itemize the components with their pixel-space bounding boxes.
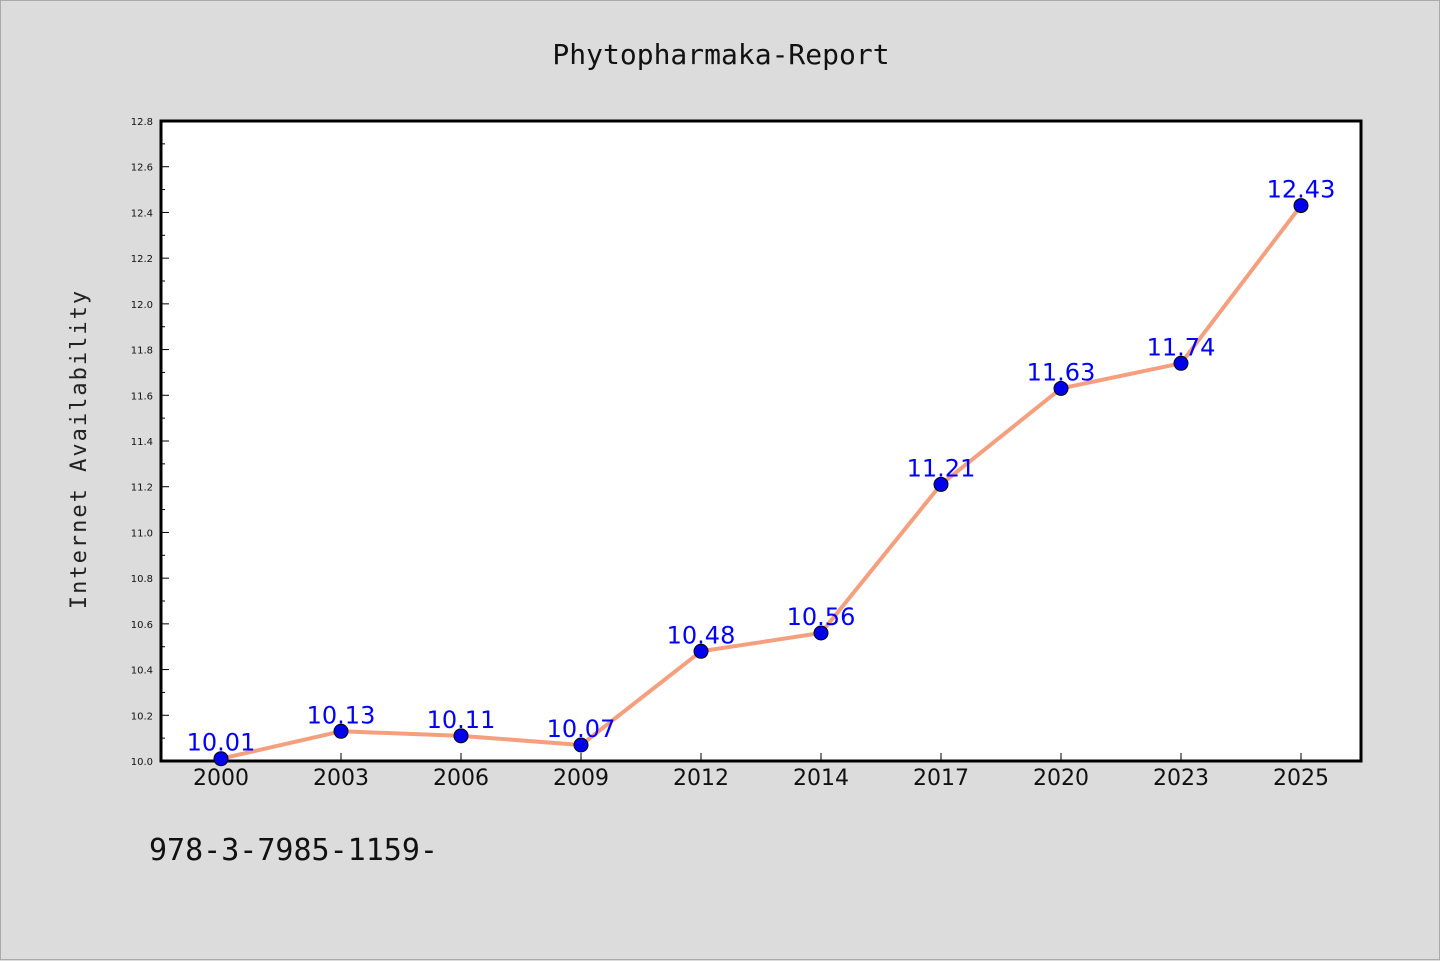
y-tick-label: 11.2: [131, 483, 153, 494]
data-label: 10.13: [307, 701, 376, 729]
data-point: [693, 643, 709, 659]
y-tick-label: 11.0: [131, 528, 153, 539]
x-tick-label: 2000: [193, 766, 249, 791]
y-tick-label: 10.4: [131, 666, 153, 677]
y-tick-label: 10.2: [131, 711, 153, 722]
y-tick-label: 11.4: [131, 437, 153, 448]
y-tick-label: 11.8: [131, 346, 153, 357]
series-line: [220, 204, 1303, 761]
data-label: 10.11: [427, 706, 496, 734]
data-point: [933, 476, 949, 492]
y-tick-label: 12.0: [131, 300, 153, 311]
data-point: [1293, 198, 1309, 214]
data-labels: 10.01 10.13 10.11 10.07 10.48 10.56 11.21 11.63…: [187, 176, 1336, 757]
y-tick-label: 12.4: [131, 208, 153, 219]
y-tick-label: 10.0: [131, 757, 153, 768]
data-label: 10.56: [787, 603, 856, 631]
data-point: [813, 625, 829, 641]
x-tick-label: 2020: [1033, 766, 1089, 791]
data-point: [1173, 355, 1189, 371]
x-tick-label: 2003: [313, 766, 369, 791]
series-line-group: [220, 204, 1303, 761]
x-tick-label: 2017: [913, 766, 969, 791]
data-label: 12.43: [1267, 176, 1336, 204]
data-point: [1053, 380, 1069, 396]
data-point: [573, 737, 589, 753]
data-point: [333, 723, 349, 739]
chart-title: Phytopharmaka-Report: [552, 38, 889, 71]
y-tick-label: 12.6: [131, 163, 153, 174]
x-tick-label: 2023: [1153, 766, 1209, 791]
data-label: 11.21: [907, 454, 976, 482]
x-tick-label: 2006: [433, 766, 489, 791]
data-point: [213, 751, 229, 767]
x-tick-label: 2012: [673, 766, 729, 791]
y-axis-label: Internet Availability: [67, 289, 92, 609]
data-label: 10.48: [667, 621, 736, 649]
plot-area: [159, 119, 1363, 763]
data-label: 10.07: [547, 715, 616, 743]
x-tick-label: 2009: [553, 766, 609, 791]
y-tick-label: 10.8: [131, 574, 153, 585]
y-tick-label: 11.6: [131, 391, 153, 402]
y-tick-label: 10.6: [131, 620, 153, 631]
footer-code: 978-3-7985-1159-: [149, 833, 438, 868]
data-label: 10.01: [187, 729, 256, 757]
data-label: 11.63: [1027, 358, 1096, 386]
axis-ticks: 10.0 10.2 10.4 10.6 10.8 11.0 11.2 11.4 11.6 11.8…: [131, 117, 1329, 791]
data-markers: [213, 198, 1309, 767]
y-tick-label: 12.2: [131, 254, 153, 265]
data-point: [453, 728, 469, 744]
x-tick-label: 2014: [793, 766, 849, 791]
data-label: 11.74: [1147, 333, 1216, 361]
x-tick-label: 2025: [1273, 766, 1329, 791]
y-tick-label: 12.8: [131, 117, 153, 128]
